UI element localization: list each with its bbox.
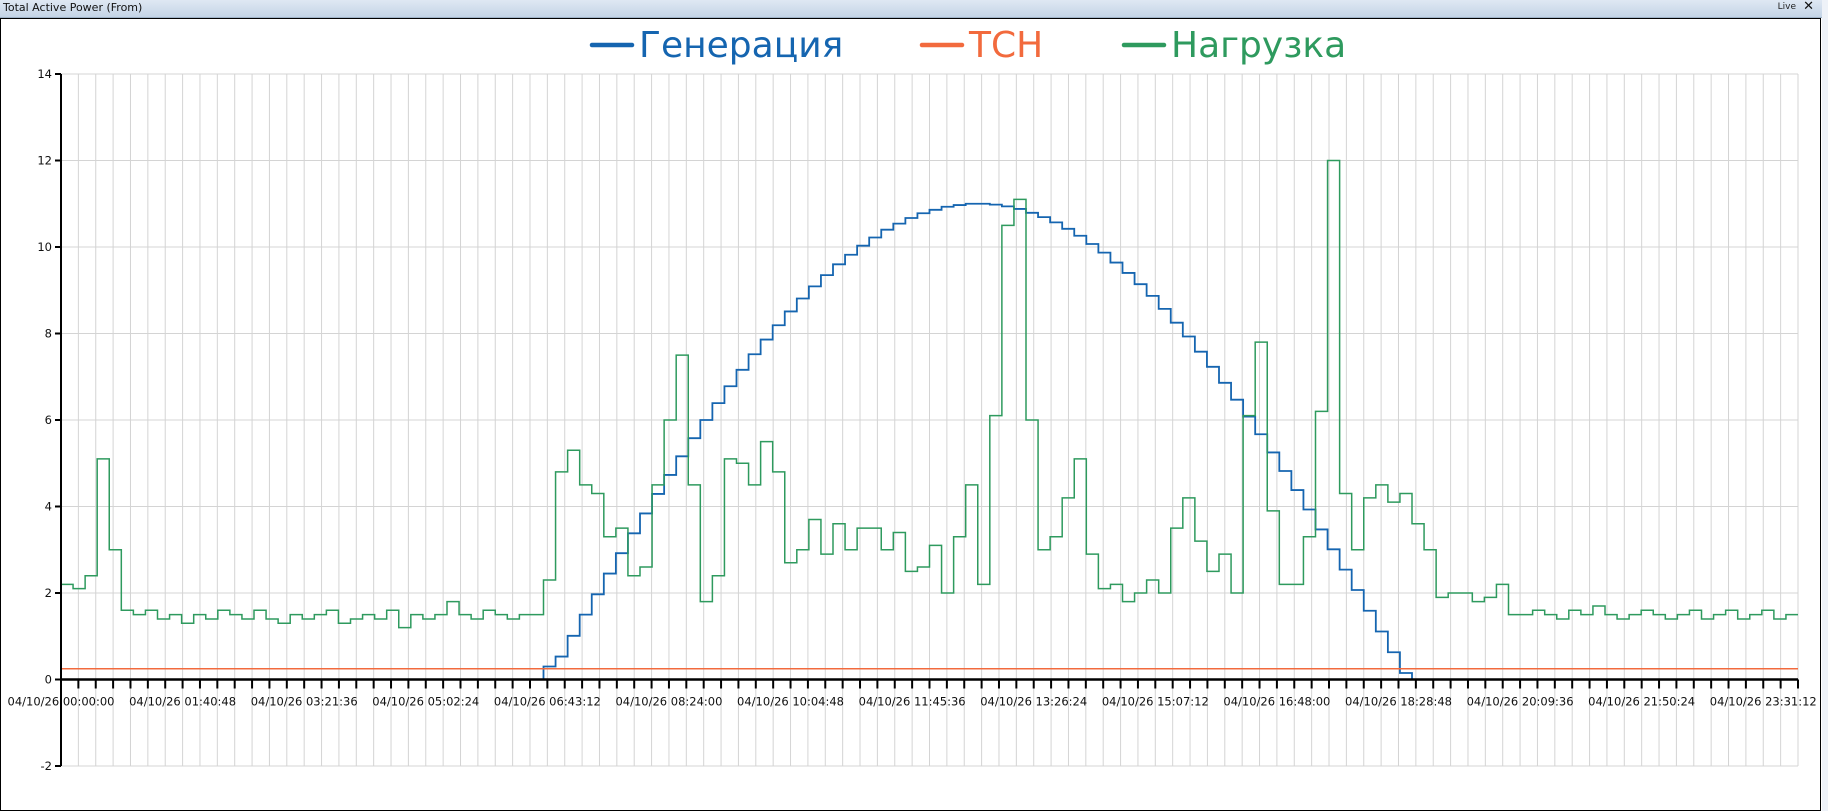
- axes: -2 0 2 4 6 8 10 12 14 04/10/26 00:00:00 04/10/26 0…: [8, 67, 1817, 773]
- y-tick-label: 8: [45, 327, 52, 341]
- grid: [60, 73, 1799, 767]
- live-label[interactable]: Live: [1777, 2, 1796, 12]
- x-tick-label: 04/10/26 15:07:12: [1102, 695, 1209, 709]
- x-tick-label: 04/10/26 23:31:12: [1710, 695, 1817, 709]
- x-tick-label: 04/10/26 08:24:00: [615, 695, 722, 709]
- y-tick-label: 12: [37, 154, 52, 168]
- x-tick-label: 04/10/26 06:43:12: [494, 695, 601, 709]
- window-title-bar: Total Active Power (From) Live ✕: [0, 0, 1822, 18]
- legend-label: ТСН: [968, 25, 1043, 66]
- x-tick-label: 04/10/26 05:02:24: [372, 695, 479, 709]
- x-tick-label: 04/10/26 13:26:24: [980, 695, 1087, 709]
- x-tick-label: 04/10/26 18:28:48: [1345, 695, 1452, 709]
- y-tick-label: 4: [45, 500, 52, 514]
- legend-label: Генерация: [639, 25, 843, 66]
- y-tick-label: 14: [37, 67, 52, 81]
- y-tick-label: 0: [45, 673, 52, 687]
- y-tick-label: -2: [41, 759, 52, 773]
- x-tick-label: 04/10/26 03:21:36: [251, 695, 358, 709]
- x-tick-label: 04/10/26 16:48:00: [1223, 695, 1330, 709]
- x-tick-label: 04/10/26 10:04:48: [737, 695, 844, 709]
- y-tick-label: 10: [37, 240, 52, 254]
- y-tick-label: 6: [45, 413, 52, 427]
- window-edge: [1822, 0, 1828, 811]
- x-tick-label: 04/10/26 21:50:24: [1588, 695, 1695, 709]
- x-tick-label: 04/10/26 20:09:36: [1467, 695, 1574, 709]
- x-tick-label: 04/10/26 01:40:48: [129, 695, 236, 709]
- legend-label: Нагрузка: [1171, 25, 1346, 66]
- close-icon[interactable]: ✕: [1803, 0, 1814, 14]
- x-tick-label: 04/10/26 11:45:36: [859, 695, 966, 709]
- x-tick-label: 04/10/26 00:00:00: [8, 695, 115, 709]
- window-title: Total Active Power (From): [3, 1, 143, 14]
- y-tick-label: 2: [45, 586, 52, 600]
- series-line-2: [61, 159, 1798, 629]
- legend: Генерация ТСН Нагрузка: [589, 25, 1346, 66]
